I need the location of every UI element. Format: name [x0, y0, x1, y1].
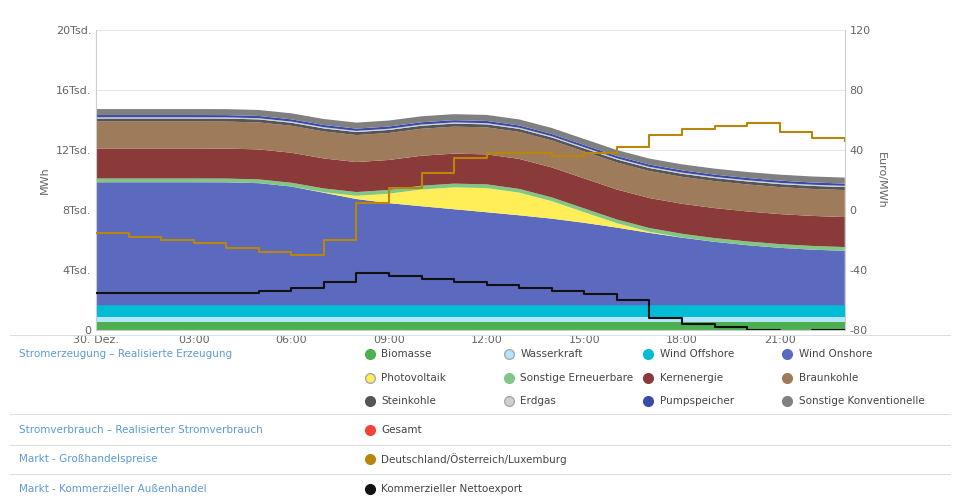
Text: Gesamt: Gesamt: [381, 426, 421, 436]
Text: Wind Offshore: Wind Offshore: [660, 349, 733, 359]
Text: Sonstige Konventionelle: Sonstige Konventionelle: [799, 396, 924, 406]
Text: Photovoltaik: Photovoltaik: [381, 372, 446, 382]
Text: Stromverbrauch – Realisierter Stromverbrauch: Stromverbrauch – Realisierter Stromverbr…: [19, 426, 263, 436]
Text: Deutschland/Österreich/Luxemburg: Deutschland/Österreich/Luxemburg: [381, 453, 566, 465]
Text: Markt - Kommerzieller Außenhandel: Markt - Kommerzieller Außenhandel: [19, 484, 206, 494]
Text: Pumpspeicher: Pumpspeicher: [660, 396, 733, 406]
Y-axis label: MWh: MWh: [40, 166, 50, 194]
Text: Steinkohle: Steinkohle: [381, 396, 436, 406]
Text: Braunkohle: Braunkohle: [799, 372, 858, 382]
Text: Biomasse: Biomasse: [381, 349, 431, 359]
Text: Wind Onshore: Wind Onshore: [799, 349, 872, 359]
Text: Wasserkraft: Wasserkraft: [520, 349, 583, 359]
Text: Sonstige Erneuerbare: Sonstige Erneuerbare: [520, 372, 634, 382]
Text: Kernenergie: Kernenergie: [660, 372, 723, 382]
Text: Kommerzieller Nettoexport: Kommerzieller Nettoexport: [381, 484, 522, 494]
Text: Erdgas: Erdgas: [520, 396, 556, 406]
Y-axis label: Euro/MWh: Euro/MWh: [876, 152, 886, 208]
Text: Stromerzeugung – Realisierte Erzeugung: Stromerzeugung – Realisierte Erzeugung: [19, 349, 232, 359]
Text: Markt - Großhandelspreise: Markt - Großhandelspreise: [19, 454, 157, 464]
